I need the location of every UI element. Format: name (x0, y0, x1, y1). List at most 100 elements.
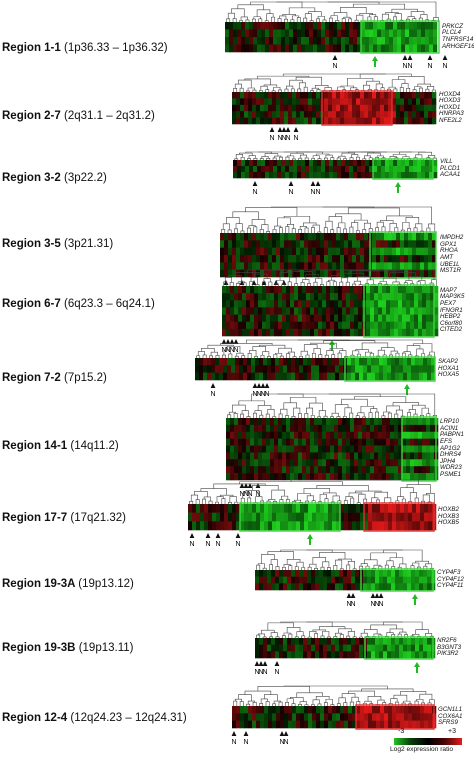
green-highlight-box (239, 502, 341, 532)
heatmap-cell (426, 307, 431, 315)
heatmap-cell (316, 98, 321, 106)
dendrogram-branch (296, 17, 301, 22)
heatmap-cell (258, 473, 263, 481)
dendrogram-branch (291, 703, 296, 706)
heatmap-cell (291, 358, 296, 366)
dendrogram-branch (330, 229, 335, 233)
heatmap-cell (224, 512, 229, 522)
heatmap-cell (430, 452, 435, 460)
heatmap-cell (379, 570, 384, 577)
heatmap-cell (279, 358, 284, 366)
dendrogram-branch (355, 490, 382, 493)
heatmap-cell (330, 328, 335, 337)
heatmap-cell (240, 104, 245, 112)
heatmap-cell (374, 452, 379, 460)
heatmap-cell (402, 307, 407, 315)
heatmap-cell (307, 372, 312, 381)
heatmap-cell (341, 37, 346, 45)
heatmap-cell (211, 358, 216, 366)
region-label: Region 14-1 (14q11.2) (2, 440, 119, 452)
region-locus: (19p13.12) (78, 578, 134, 590)
heatmap-cell (392, 255, 397, 263)
heatmap-cell (415, 570, 420, 577)
dendrogram-branch (261, 156, 269, 159)
heatmap-cell (306, 418, 311, 426)
dendrogram-branch (368, 228, 373, 233)
heatmap-cell (418, 438, 423, 446)
heatmap-cell (306, 431, 311, 439)
heatmap-cell (254, 424, 259, 433)
heatmap-cell (378, 418, 383, 426)
heatmap-cell (304, 521, 309, 531)
heatmap-cell (320, 269, 325, 278)
heatmap-cell (398, 307, 403, 315)
heatmap-cell (271, 644, 276, 652)
heatmap-cell (279, 583, 284, 591)
dendrogram-branch (312, 155, 320, 159)
dendrogram-branch (351, 222, 359, 231)
heatmap-cell (249, 172, 254, 179)
marker-triangle-icon (231, 731, 237, 736)
heatmap-cell (425, 29, 430, 38)
heatmap-cell (410, 328, 415, 337)
dendrogram-branch (332, 495, 340, 502)
heatmap-cell (384, 504, 389, 513)
heatmap-cell (280, 247, 285, 256)
heatmap-cell (344, 233, 349, 241)
heatmap-cell (262, 438, 267, 446)
heatmap-cell (346, 300, 351, 308)
heatmap-cell (375, 358, 380, 366)
heatmap-cell (361, 166, 366, 173)
heatmap-cell (406, 328, 411, 337)
heatmap-cell (244, 240, 249, 248)
heatmap-cell (262, 418, 267, 426)
heatmap-cell (219, 358, 224, 366)
heatmap-cell (207, 358, 212, 366)
heatmap-cell (355, 365, 360, 373)
heatmap-cell (345, 166, 350, 173)
heatmap-cell (309, 172, 314, 179)
dendrogram-branch (259, 228, 264, 233)
heatmap-cell (380, 720, 385, 729)
heatmap-cell (300, 269, 305, 278)
heatmap-cell (365, 172, 370, 179)
heatmap-cell (340, 92, 345, 99)
dendrogram-branch (337, 352, 342, 358)
heatmap-cell (303, 372, 308, 381)
heatmap-cell (378, 328, 383, 337)
heatmap-cell (404, 117, 409, 125)
heatmap-cell (412, 262, 417, 270)
heatmap-cell (251, 372, 256, 381)
heatmap-cell (390, 459, 395, 467)
heatmap-cell (366, 424, 371, 433)
heatmap-cell (226, 293, 231, 301)
heatmap-cell (409, 44, 414, 53)
dendrogram-branch (262, 351, 270, 357)
heatmap-cell (408, 512, 413, 522)
heatmap-cell (324, 706, 329, 714)
heatmap-cell (251, 358, 256, 366)
heatmap-cell (246, 293, 251, 301)
gene-label: C6orf80 (440, 319, 463, 327)
heatmap-cell (340, 233, 345, 241)
heatmap-cell (346, 459, 351, 467)
heatmap-cell (292, 104, 297, 112)
heatmap-cell (299, 583, 304, 591)
heatmap-cell (242, 328, 247, 337)
heatmap-cell (339, 372, 344, 381)
region-name: Region 3-5 (2, 238, 61, 250)
dendrogram-branch (345, 496, 353, 501)
heatmap-cell (408, 117, 413, 125)
heatmap-cell (322, 445, 327, 453)
heatmap-cell (382, 328, 387, 337)
heatmap-cell (244, 512, 249, 522)
heatmap-cell (424, 104, 429, 112)
heatmap-cell (270, 473, 275, 481)
heatmap-cell (367, 644, 372, 652)
heatmap-cell (384, 262, 389, 270)
heatmap-cell (300, 233, 305, 241)
heatmap-cell (389, 160, 394, 167)
dendrogram-branch (338, 222, 346, 229)
heatmap-cell (340, 98, 345, 106)
heatmap-cell (383, 576, 388, 584)
